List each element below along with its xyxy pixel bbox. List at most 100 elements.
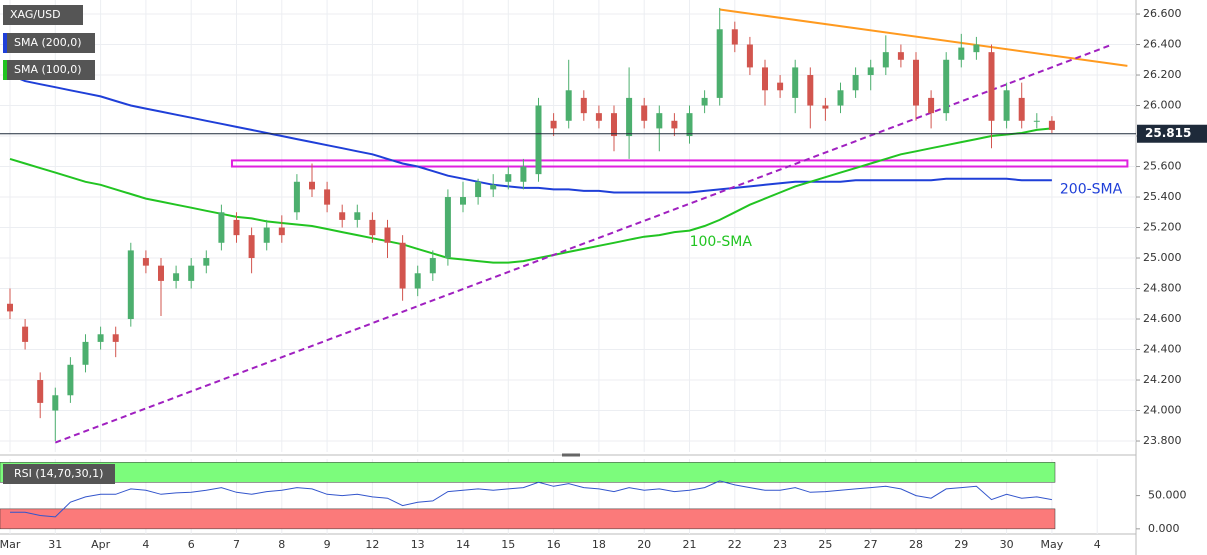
candle-body <box>263 227 270 243</box>
candle-body <box>535 105 542 175</box>
candle-body <box>369 219 376 236</box>
candle-body <box>777 82 784 91</box>
y-tick-label: 26.600 <box>1143 7 1182 20</box>
x-tick-label: 4 <box>142 538 149 551</box>
y-tick-label: 24.600 <box>1143 312 1182 325</box>
candle-body <box>913 59 919 106</box>
candle-body <box>188 265 195 281</box>
candle-body <box>22 326 29 342</box>
candle-body <box>444 197 451 259</box>
candle-body <box>460 197 466 205</box>
legend-label: SMA (100,0) <box>14 63 82 76</box>
x-tick-label: Mar <box>0 538 21 551</box>
candle-body <box>490 184 497 190</box>
x-tick-label: 27 <box>864 538 878 551</box>
y-tick-label: 25.000 <box>1143 251 1182 264</box>
candle-body <box>731 29 738 45</box>
candle-body <box>37 380 44 403</box>
x-tick-label: 14 <box>456 538 470 551</box>
candle-body <box>127 250 134 320</box>
candle-body <box>414 273 421 289</box>
candle-body <box>218 212 225 243</box>
sma-line <box>9 127 1052 264</box>
candle-body <box>142 258 149 266</box>
x-tick-label: Apr <box>91 538 111 551</box>
tag-box <box>3 33 95 53</box>
tag-box <box>3 60 95 80</box>
candle-body <box>882 52 889 68</box>
tag-box <box>3 5 83 25</box>
candle-body <box>82 341 89 365</box>
x-tick-label: 12 <box>365 538 379 551</box>
candle-body <box>1033 120 1040 122</box>
y-tick-label: 24.000 <box>1143 404 1182 417</box>
y-tick-label: 23.800 <box>1143 434 1182 447</box>
legend-entry[interactable]: SMA (100,0) <box>3 60 95 80</box>
x-tick-label: 21 <box>683 538 697 551</box>
x-tick-label: 8 <box>278 538 285 551</box>
candle-body <box>173 273 180 281</box>
candle-body <box>67 364 74 396</box>
y-tick-label: 26.400 <box>1143 38 1182 51</box>
legend-swatch <box>3 60 7 80</box>
x-tick-label: 6 <box>188 538 195 551</box>
rsi-title: RSI (14,70,30,1) <box>14 467 103 480</box>
y-tick-label: 25.400 <box>1143 190 1182 203</box>
y-tick-label: 25.200 <box>1143 221 1182 234</box>
rsi-zone <box>0 462 1056 483</box>
candle-body <box>746 44 753 68</box>
candle-body <box>248 235 255 259</box>
x-tick-label: 15 <box>501 538 515 551</box>
candle-body <box>595 113 602 121</box>
last-price-tag <box>1137 124 1207 143</box>
candle-body <box>520 166 527 182</box>
candle-body <box>716 29 723 98</box>
last-price-label: 25.815 <box>1145 126 1191 140</box>
y-tick-label: 0.000 <box>1148 522 1180 535</box>
candle-body <box>928 97 935 114</box>
rsi-tag: RSI (14,70,30,1) <box>3 464 115 484</box>
candle-body <box>1018 97 1025 121</box>
candle-body <box>626 97 633 137</box>
x-tick-label: 16 <box>547 538 561 551</box>
x-tick-label: 13 <box>411 538 425 551</box>
candle-body <box>611 113 617 137</box>
candle-body <box>309 181 315 190</box>
candle-body <box>293 181 300 213</box>
sma-annotation: 200-SMA <box>1060 181 1123 197</box>
y-tick-label: 26.000 <box>1143 99 1182 112</box>
candle-body <box>475 181 482 198</box>
candle-body <box>792 67 799 98</box>
trendline <box>54 43 1113 444</box>
candle-body <box>822 105 829 109</box>
legend-swatch <box>3 33 7 53</box>
candle-body <box>324 189 331 205</box>
candle-body <box>339 212 346 220</box>
sma-annotation: 100-SMA <box>690 234 753 250</box>
y-tick-label: 26.200 <box>1143 68 1182 81</box>
y-tick-label: 50.000 <box>1148 489 1187 502</box>
candle-body <box>399 242 406 289</box>
candle-body <box>429 258 436 274</box>
candle-body <box>1048 120 1055 130</box>
rsi-line <box>10 480 1052 518</box>
candle-body <box>505 174 512 182</box>
x-tick-label: 22 <box>728 538 742 551</box>
x-tick-label: 28 <box>909 538 923 551</box>
candle-body <box>203 258 210 266</box>
x-tick-label: 4 <box>1094 538 1101 551</box>
candle-body <box>973 44 980 53</box>
y-tick-label: 24.800 <box>1143 282 1182 295</box>
x-tick-label: 23 <box>773 538 787 551</box>
y-tick-label: 25.600 <box>1143 160 1182 173</box>
support-zone <box>230 159 1129 168</box>
candle-body <box>897 52 904 60</box>
legend-entry[interactable]: SMA (200,0) <box>3 33 95 53</box>
x-tick-label: 25 <box>818 538 832 551</box>
candle-body <box>233 219 240 236</box>
candle-body <box>958 47 965 60</box>
x-tick-label: 29 <box>954 538 968 551</box>
candle-body <box>762 67 768 91</box>
